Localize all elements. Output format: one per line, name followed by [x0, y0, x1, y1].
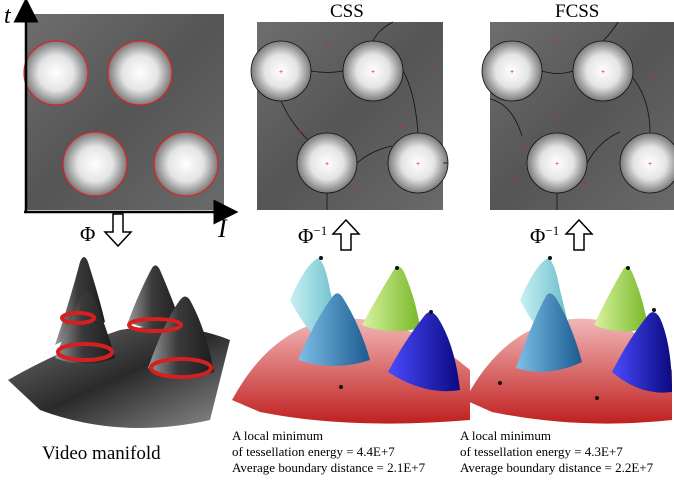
css-result-caption: A local minimum of tessellation energy =…	[232, 428, 425, 476]
fcss-panel-title: FCSS	[555, 1, 600, 22]
density-bump	[573, 41, 633, 101]
site-point	[626, 266, 630, 270]
css-tessellation-panel: + + + + + + + + +	[250, 21, 449, 210]
density-bump	[297, 133, 357, 193]
site-point	[652, 308, 656, 312]
density-bump	[154, 132, 218, 196]
t-axis-label: t	[4, 3, 11, 29]
phi-inverse-label-fcss: Φ−1	[530, 223, 560, 248]
up-arrow-icon	[564, 218, 594, 251]
fcss-boundary-distance: Average boundary distance = 2.2E+7	[460, 460, 654, 475]
fcss-result-surface	[465, 256, 672, 424]
svg-text:+: +	[279, 69, 283, 76]
down-arrow-icon	[103, 213, 133, 248]
css-result-line-1: A local minimum	[232, 428, 323, 443]
density-bump	[24, 41, 88, 105]
video-manifold-surface	[8, 257, 230, 428]
site-point	[595, 396, 599, 400]
region-steel	[298, 293, 370, 366]
svg-text:+: +	[430, 63, 434, 70]
video-manifold-caption: Video manifold	[42, 443, 161, 464]
i-axis-label: I	[218, 214, 227, 243]
density-bump	[251, 41, 311, 101]
density-bump	[63, 132, 127, 196]
css-panel-title: CSS	[330, 1, 364, 22]
fcss-site-markers: + + + + + + + + + +	[510, 39, 655, 188]
svg-text:+: +	[400, 124, 404, 131]
css-cell-boundaries	[250, 21, 449, 210]
phi-inverse-label-css: Φ−1	[298, 223, 328, 248]
density-bump	[527, 133, 587, 193]
density-bump	[343, 41, 403, 101]
site-point	[429, 310, 433, 314]
density-bump	[388, 133, 448, 193]
fcss-energy-value: of tessellation energy = 4.3E+7	[460, 444, 623, 459]
svg-text:+: +	[583, 181, 587, 188]
up-arrow-icon	[331, 218, 361, 251]
svg-text:+: +	[553, 39, 557, 46]
fcss-result-caption: A local minimum of tessellation energy =…	[460, 428, 653, 476]
manifold-peak	[148, 296, 214, 379]
region-red	[465, 318, 672, 424]
fcss-tessellation-panel: + + + + + + + + + +	[481, 21, 674, 210]
manifold-level-set-rings	[56, 311, 213, 379]
site-point	[395, 266, 399, 270]
svg-text:+: +	[648, 161, 652, 168]
manifold-peak	[128, 265, 182, 330]
region-blue	[388, 312, 460, 392]
density-bump	[620, 133, 674, 193]
svg-text:+: +	[513, 178, 517, 185]
css-energy-value: of tessellation energy = 4.4E+7	[232, 444, 395, 459]
svg-text:+: +	[521, 144, 525, 151]
css-boundary-distance: Average boundary distance = 2.1E+7	[232, 460, 426, 475]
css-result-surface	[232, 256, 470, 424]
svg-text:+: +	[651, 73, 655, 80]
region-green	[594, 266, 648, 332]
input-field-panel	[13, 0, 239, 225]
fcss-cell-boundaries	[481, 21, 674, 210]
region-blue	[612, 312, 672, 393]
level-set-circle	[23, 40, 89, 106]
density-bump	[108, 41, 172, 105]
fcss-result-line-1: A local minimum	[460, 428, 551, 443]
site-point	[339, 385, 343, 389]
region-steel	[516, 293, 582, 372]
svg-text:+: +	[355, 186, 359, 193]
region-green	[362, 266, 420, 332]
level-set-circle	[62, 131, 128, 197]
site-point	[498, 381, 502, 385]
svg-text:+: +	[601, 69, 605, 76]
level-set-circle	[107, 40, 173, 106]
css-site-markers: + + + + + + + + +	[279, 43, 434, 193]
level-set-circle	[153, 131, 219, 197]
svg-text:+: +	[416, 161, 420, 168]
phi-mapping-label: Φ	[80, 222, 96, 246]
svg-text:+: +	[324, 43, 328, 50]
svg-text:+: +	[298, 128, 302, 135]
density-bump	[482, 41, 542, 101]
svg-text:+: +	[510, 69, 514, 76]
site-point	[548, 256, 552, 260]
svg-text:+: +	[371, 69, 375, 76]
svg-text:+: +	[325, 161, 329, 168]
svg-text:+: +	[553, 113, 557, 120]
svg-text:+: +	[555, 161, 559, 168]
site-point	[319, 256, 323, 260]
